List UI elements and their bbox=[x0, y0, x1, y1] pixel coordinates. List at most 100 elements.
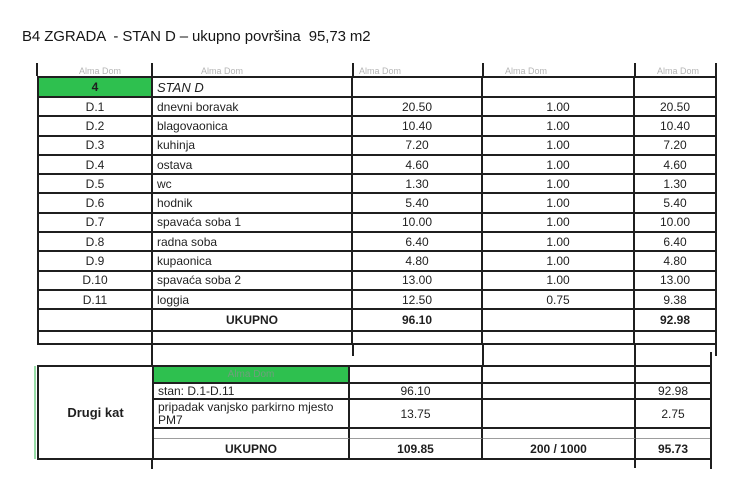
empty-cell bbox=[483, 78, 635, 98]
summary-grid: Alma Dom stan: D.1-D.11 96.10 92.98 prip… bbox=[154, 367, 710, 458]
room-code: D.4 bbox=[39, 155, 153, 176]
grid-tick bbox=[352, 345, 354, 356]
total-area: 96.10 bbox=[353, 310, 483, 333]
grid-tick bbox=[151, 460, 153, 469]
room-area: 5.40 bbox=[353, 194, 483, 214]
room-result: 4.60 bbox=[635, 156, 715, 176]
room-result: 1.30 bbox=[635, 175, 715, 195]
empty-cell bbox=[635, 332, 715, 343]
summary-row-label: pripadak vanjsko parkirno mjesto PM7 bbox=[154, 400, 350, 429]
room-area: 1.30 bbox=[353, 175, 483, 195]
grid-tick bbox=[634, 355, 636, 365]
room-name: hodnik bbox=[153, 194, 353, 214]
room-result: 5.40 bbox=[635, 194, 715, 214]
watermark-text: Alma Dom bbox=[200, 66, 244, 76]
summary-total-label: UKUPNO bbox=[154, 439, 350, 458]
unit-name-cell: STAN D bbox=[153, 78, 353, 98]
room-name: dnevni boravak bbox=[153, 98, 353, 118]
grid-tick bbox=[352, 63, 354, 76]
summary-row-share bbox=[483, 384, 636, 400]
room-area: 10.00 bbox=[353, 213, 483, 234]
grid-tick bbox=[715, 63, 717, 76]
summary-total-share: 200 / 1000 bbox=[483, 439, 636, 458]
empty-cell bbox=[483, 429, 636, 439]
summary-row-label: stan: D.1-D.11 bbox=[154, 384, 350, 400]
empty-cell bbox=[154, 429, 350, 439]
room-code: D.2 bbox=[39, 117, 153, 137]
grid-tick bbox=[151, 345, 153, 356]
room-code: D.6 bbox=[39, 194, 153, 214]
room-result: 9.38 bbox=[635, 291, 715, 311]
room-coef: 1.00 bbox=[483, 213, 635, 234]
room-code: D.11 bbox=[39, 290, 153, 311]
empty-cell bbox=[350, 429, 483, 439]
room-area: 13.00 bbox=[353, 271, 483, 291]
room-area: 20.50 bbox=[353, 98, 483, 118]
empty-cell bbox=[39, 332, 153, 343]
summary-table: Drugi kat Alma Dom stan: D.1-D.11 96.10 … bbox=[37, 365, 712, 460]
room-result: 4.80 bbox=[635, 252, 715, 272]
watermark-text: Alma Dom bbox=[78, 66, 122, 76]
grid-tick bbox=[710, 352, 712, 365]
room-name: radna soba bbox=[153, 233, 353, 253]
room-area: 6.40 bbox=[353, 233, 483, 253]
empty-cell bbox=[39, 310, 153, 333]
room-result: 20.50 bbox=[635, 98, 715, 118]
room-coef: 0.75 bbox=[483, 290, 635, 311]
room-area: 12.50 bbox=[353, 290, 483, 311]
room-coef: 1.00 bbox=[483, 136, 635, 156]
grid-tick bbox=[710, 460, 712, 469]
total-label: UKUPNO bbox=[153, 310, 353, 333]
empty-cell bbox=[483, 310, 635, 333]
room-coef: 1.00 bbox=[483, 175, 635, 195]
grid-tick bbox=[151, 63, 153, 76]
area-table: 4 STAN D D.1 dnevni boravak 20.50 1.00 2… bbox=[37, 76, 717, 345]
room-coef: 1.00 bbox=[483, 155, 635, 176]
room-area: 10.40 bbox=[353, 117, 483, 137]
empty-cell bbox=[483, 367, 636, 384]
room-code: D.5 bbox=[39, 175, 153, 195]
grid-tick bbox=[482, 63, 484, 76]
grid-tick bbox=[634, 460, 636, 468]
room-result: 7.20 bbox=[635, 137, 715, 156]
grid-tick bbox=[634, 63, 636, 76]
room-result: 10.00 bbox=[635, 214, 715, 234]
summary-total-area: 109.85 bbox=[350, 439, 483, 458]
room-area: 4.80 bbox=[353, 252, 483, 272]
summary-row-area: 96.10 bbox=[350, 384, 483, 400]
room-coef: 1.00 bbox=[483, 252, 635, 272]
room-name: ostava bbox=[153, 155, 353, 176]
room-result: 6.40 bbox=[635, 233, 715, 253]
summary-row-result: 92.98 bbox=[636, 384, 710, 400]
empty-cell bbox=[636, 429, 710, 439]
total-result: 92.98 bbox=[635, 310, 715, 333]
room-coef: 1.00 bbox=[483, 271, 635, 291]
room-coef: 1.00 bbox=[483, 117, 635, 137]
floor-label: Drugi kat bbox=[39, 367, 154, 458]
unit-number-cell: 4 bbox=[39, 78, 153, 98]
room-area: 7.20 bbox=[353, 136, 483, 156]
green-edge-artifact bbox=[34, 366, 36, 459]
empty-cell bbox=[353, 78, 483, 98]
empty-cell bbox=[483, 332, 635, 343]
room-code: D.8 bbox=[39, 233, 153, 253]
room-code: D.10 bbox=[39, 271, 153, 291]
empty-cell bbox=[353, 332, 483, 343]
room-coef: 1.00 bbox=[483, 98, 635, 118]
room-result: 13.00 bbox=[635, 272, 715, 291]
summary-total-result: 95.73 bbox=[657, 441, 689, 456]
empty-cell bbox=[153, 332, 353, 343]
summary-green-header: Alma Dom bbox=[154, 367, 350, 384]
grid-tick bbox=[482, 345, 484, 356]
grid-tick bbox=[634, 345, 636, 356]
empty-cell bbox=[636, 367, 710, 384]
watermark-text: Alma Dom bbox=[227, 369, 275, 380]
room-code: D.3 bbox=[39, 136, 153, 156]
room-code: D.7 bbox=[39, 213, 153, 234]
room-code: D.1 bbox=[39, 98, 153, 118]
summary-row-share bbox=[483, 400, 636, 429]
grid-tick bbox=[482, 353, 484, 365]
grid-tick bbox=[715, 345, 717, 356]
grid-tick bbox=[36, 63, 38, 76]
